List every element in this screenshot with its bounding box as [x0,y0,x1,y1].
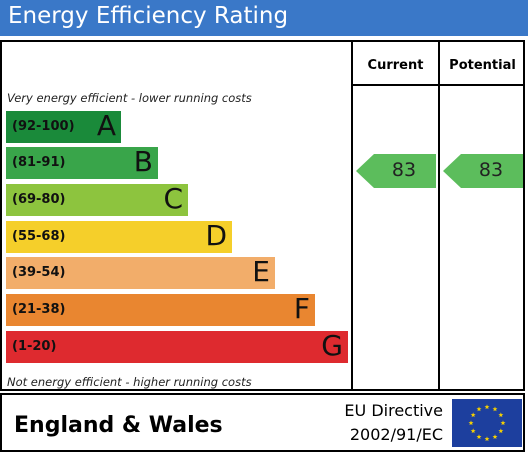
band-range: (39-54) [12,265,66,280]
eu-stars-icon [468,404,506,442]
band-c: (69-80) C [6,182,188,216]
current-rating-arrow: 83 [356,154,436,188]
band-letter: F [293,292,310,325]
rating-frame [0,40,525,391]
top-note: Very energy efficient - lower running co… [7,91,252,105]
band-g: (1-20) G [6,329,348,363]
column-header-current: Current [367,58,424,73]
band-e: (39-54) E [6,255,275,289]
header-divider [351,84,525,86]
band-letter: E [252,255,270,288]
eu-flag-icon [452,399,522,447]
region-label: England & Wales [14,413,223,438]
band-letter: D [205,219,227,252]
band-letter: B [133,145,153,178]
eu-star [484,436,490,442]
eu-star [476,406,482,412]
eu-star [500,420,506,426]
divider-current [351,40,353,391]
band-range: (69-80) [12,192,66,207]
directive-line-1: EU Directive [344,401,443,420]
band-range: (55-68) [12,229,66,244]
eu-star [468,420,474,426]
divider-potential [438,40,440,391]
eu-star [492,406,498,412]
directive-line-2: 2002/91/EC [349,425,443,444]
eu-star [470,412,476,418]
eu-star [492,434,498,439]
arrow-shape [443,154,523,188]
band-letter: A [96,109,116,142]
chart-title: Energy Efficiency Rating [8,3,289,29]
current-rating-value: 83 [391,159,417,181]
eu-star [484,404,490,410]
band-f: (21-38) F [6,292,315,326]
potential-rating-value: 83 [478,159,504,181]
potential-rating-arrow: 83 [443,154,523,188]
column-header-potential: Potential [449,58,516,73]
band-b: (81-91) B [6,145,158,179]
bottom-note: Not energy efficient - higher running co… [7,375,252,389]
eu-star [498,428,504,434]
band-range: (92-100) [12,119,75,134]
band-a: (92-100) A [6,109,121,143]
band-d: (55-68) D [6,219,232,253]
band-range: (81-91) [12,155,66,170]
eu-star [476,434,482,439]
footer: England & Wales EU Directive 2002/91/EC [0,393,525,452]
band-letter: G [321,329,343,362]
band-letter: C [163,182,183,215]
eu-star [470,428,476,434]
band-range: (1-20) [12,339,57,354]
eu-star [498,412,504,418]
arrow-shape [356,154,436,188]
band-range: (21-38) [12,302,66,317]
title-bar: Energy Efficiency Rating [0,0,528,36]
